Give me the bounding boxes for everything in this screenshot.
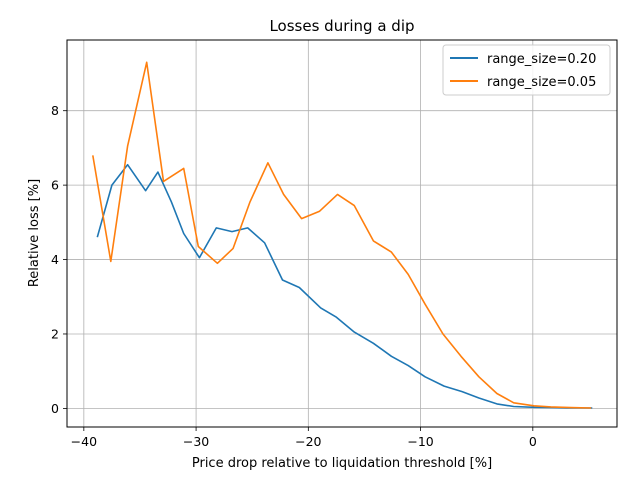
x-tick-label: 0 [529, 434, 537, 449]
x-tick-label: −10 [407, 434, 433, 449]
x-tick-label: −20 [295, 434, 321, 449]
x-tick-label: −30 [183, 434, 209, 449]
y-tick-label: 6 [51, 178, 59, 193]
x-axis: −40 −30 −20 −10 0 [71, 427, 537, 449]
legend-label-series-1: range_size=0.20 [487, 52, 596, 67]
y-axis-title: Relative loss [%] [27, 179, 42, 287]
legend-label-series-2: range_size=0.05 [487, 75, 596, 90]
chart-title: Losses during a dip [269, 17, 414, 35]
plot-frame [66, 39, 618, 428]
series-line-2 [92, 61, 592, 409]
x-axis-title: Price drop relative to liquidation thres… [192, 456, 492, 471]
y-tick-label: 4 [51, 252, 59, 267]
x-tick-label: −40 [71, 434, 97, 449]
y-axis: 0 2 4 6 8 [51, 103, 67, 416]
y-tick-label: 8 [51, 103, 59, 118]
series-group [92, 61, 593, 409]
series-line-1 [96, 163, 593, 409]
legend: range_size=0.20 range_size=0.05 [442, 44, 611, 96]
y-tick-label: 2 [51, 326, 59, 341]
legend-box [442, 44, 611, 96]
y-tick-label: 0 [51, 401, 59, 416]
